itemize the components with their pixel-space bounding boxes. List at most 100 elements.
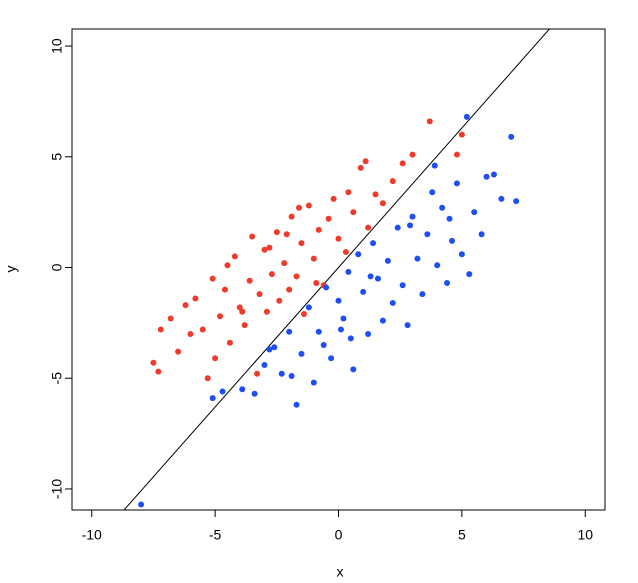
point — [367, 273, 374, 280]
point — [374, 275, 381, 282]
point — [226, 339, 233, 346]
point — [471, 209, 478, 216]
point — [187, 330, 194, 337]
y-axis-label: y — [3, 266, 19, 273]
x-axis-label: x — [337, 564, 344, 580]
point — [192, 295, 199, 302]
point — [340, 315, 347, 322]
point — [150, 359, 157, 366]
point — [249, 233, 256, 240]
point — [323, 284, 330, 291]
point — [224, 262, 231, 269]
point — [313, 280, 320, 287]
point — [320, 342, 327, 349]
y-tick-label: 10 — [49, 38, 65, 54]
plot-frame — [71, 28, 606, 511]
point — [434, 262, 441, 269]
point — [239, 386, 246, 393]
point — [394, 224, 401, 231]
point — [209, 395, 216, 402]
point — [305, 304, 312, 311]
y-tick-label: 5 — [49, 153, 65, 161]
point — [288, 213, 295, 220]
point — [513, 198, 520, 205]
point — [379, 200, 386, 207]
point — [293, 273, 300, 280]
x-tick-label: -10 — [82, 527, 102, 543]
point — [157, 326, 164, 333]
point — [298, 350, 305, 357]
point — [362, 158, 369, 165]
point — [251, 390, 258, 397]
x-tick-label: 10 — [577, 527, 593, 543]
point — [453, 180, 460, 187]
point — [217, 313, 224, 320]
point — [298, 240, 305, 247]
point — [261, 361, 268, 368]
point — [446, 215, 453, 222]
point — [407, 222, 414, 229]
point — [241, 322, 248, 329]
y-tick-label: 0 — [49, 263, 65, 271]
x-tick-label: 0 — [335, 527, 343, 543]
point — [414, 255, 421, 262]
point — [199, 326, 206, 333]
point — [315, 328, 322, 335]
point — [379, 317, 386, 324]
point — [458, 131, 465, 138]
point — [209, 275, 216, 282]
point — [335, 235, 342, 242]
point — [409, 213, 416, 220]
point — [273, 229, 280, 236]
point — [426, 118, 433, 125]
point — [167, 315, 174, 322]
point — [266, 346, 273, 353]
point — [350, 209, 357, 216]
point — [355, 251, 362, 258]
point — [271, 344, 278, 351]
point — [155, 368, 162, 375]
point — [429, 189, 436, 196]
point — [449, 237, 456, 244]
point — [347, 335, 354, 342]
point — [286, 328, 293, 335]
point — [286, 286, 293, 293]
point — [254, 370, 261, 377]
point — [389, 178, 396, 185]
point — [508, 133, 515, 140]
point — [266, 244, 273, 251]
point — [138, 501, 145, 508]
point — [342, 249, 349, 256]
point — [453, 151, 460, 158]
point — [490, 171, 497, 178]
point — [370, 240, 377, 247]
point — [372, 191, 379, 198]
point — [231, 253, 238, 260]
point — [212, 355, 219, 362]
point — [283, 231, 290, 238]
point — [315, 226, 322, 233]
point — [399, 160, 406, 167]
point — [444, 280, 451, 287]
point — [281, 260, 288, 267]
point — [300, 311, 307, 318]
point — [330, 195, 337, 202]
point — [365, 224, 372, 231]
boundary-line — [123, 29, 551, 510]
point — [384, 257, 391, 264]
point — [478, 231, 485, 238]
y-tick-label: -5 — [49, 372, 65, 385]
point — [483, 173, 490, 180]
point — [328, 355, 335, 362]
point — [498, 195, 505, 202]
point — [431, 162, 438, 169]
point — [389, 299, 396, 306]
x-tick-label: 5 — [458, 527, 466, 543]
point — [399, 282, 406, 289]
point — [175, 348, 182, 355]
point — [305, 202, 312, 209]
point — [365, 330, 372, 337]
point — [310, 379, 317, 386]
point — [325, 215, 332, 222]
